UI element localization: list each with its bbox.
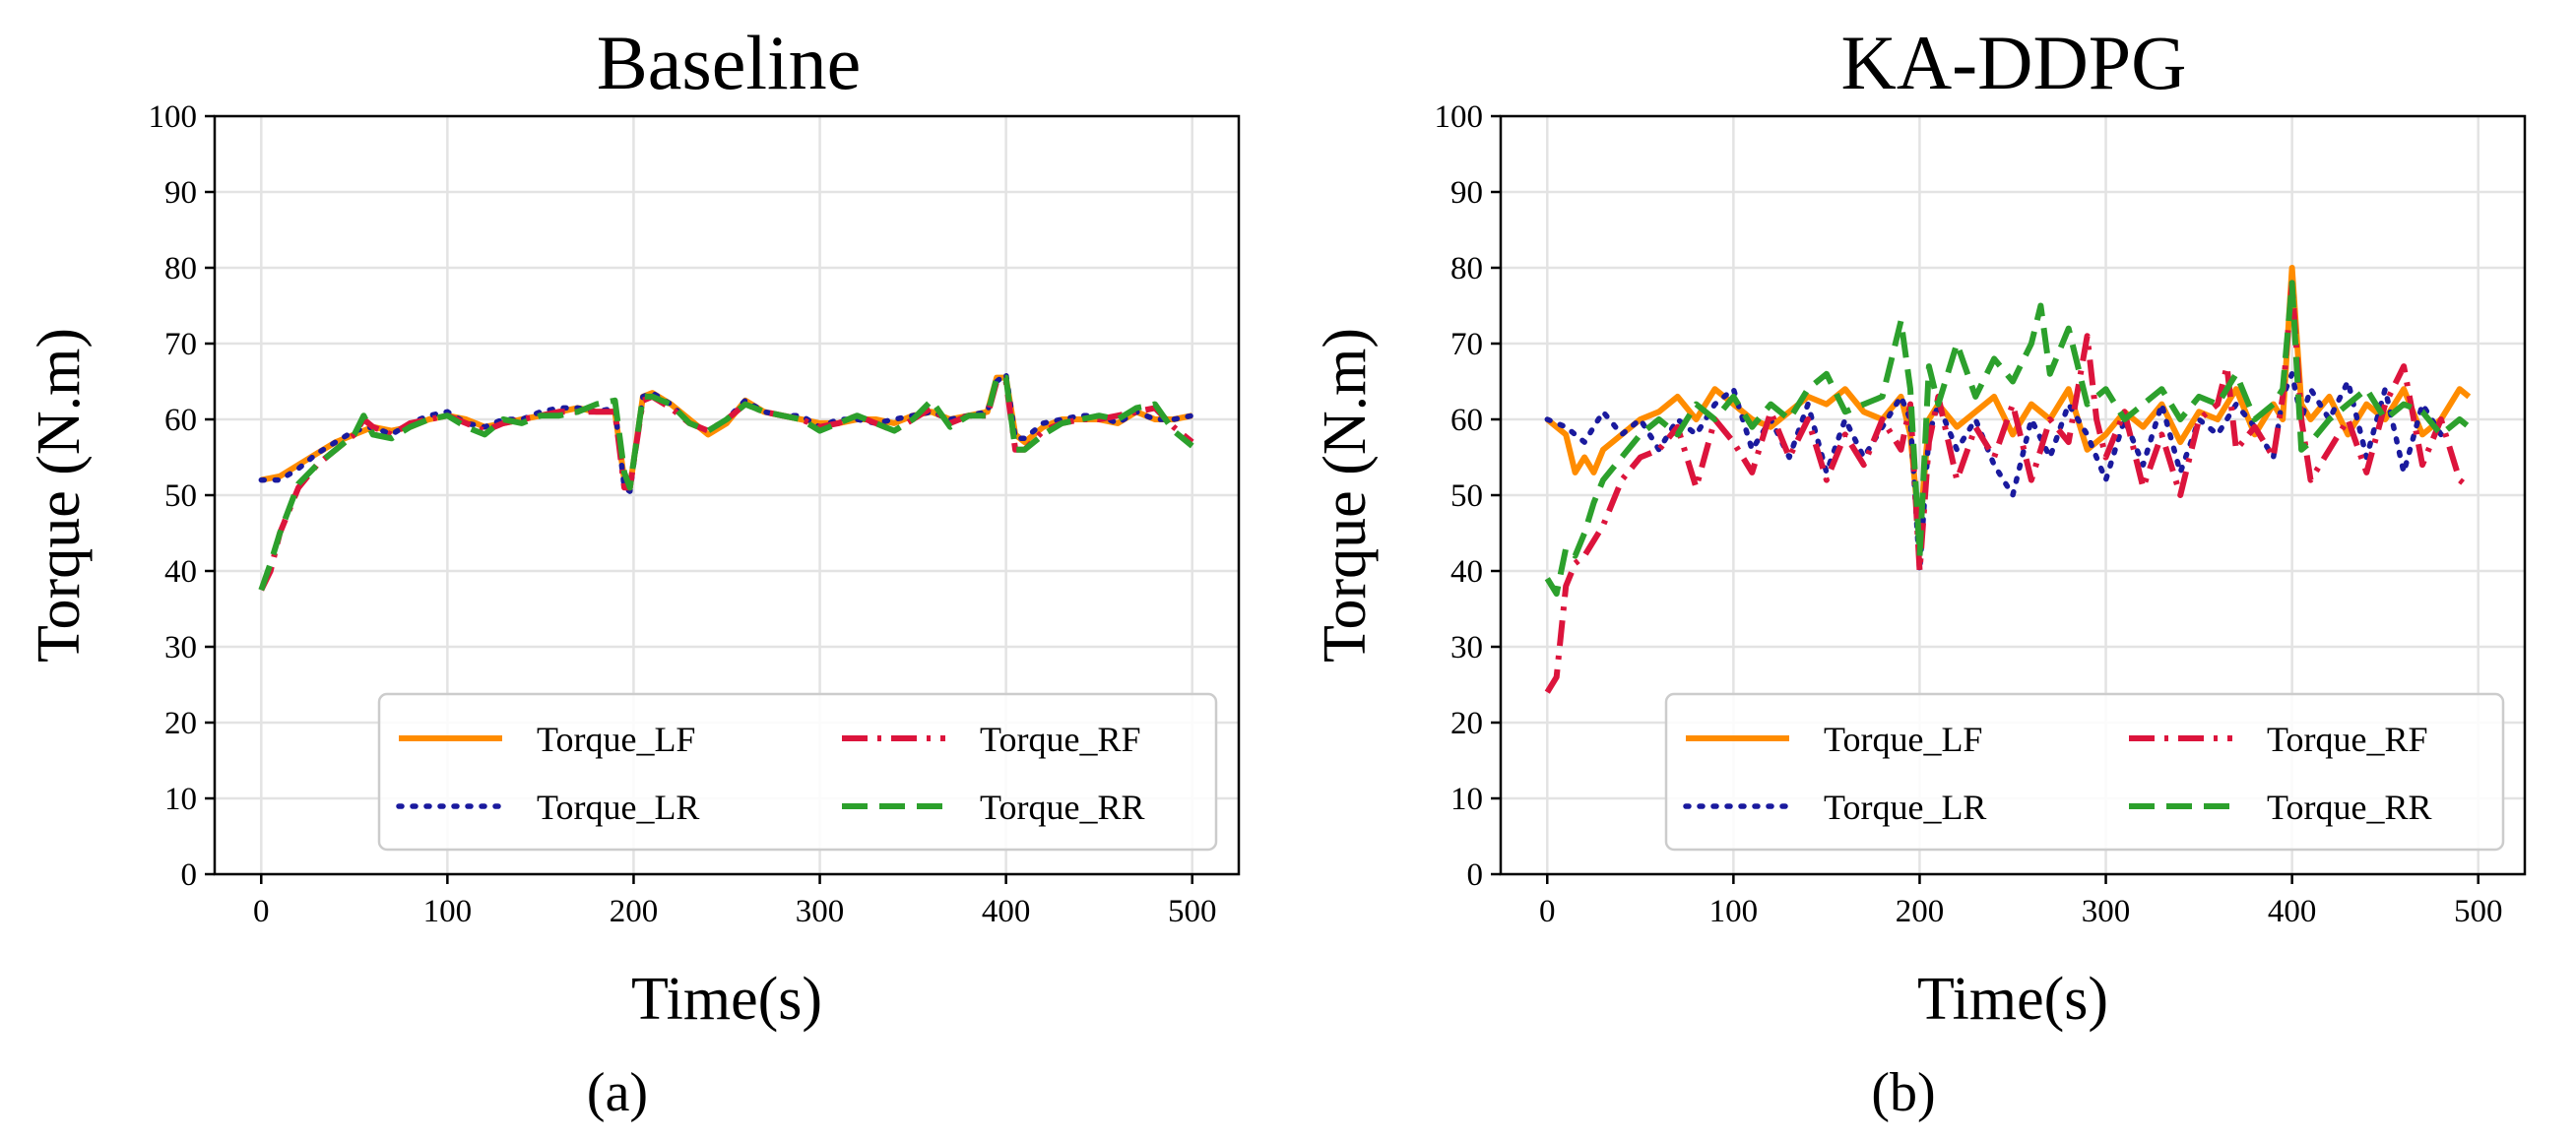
y-axis-label: Torque (N.m) — [26, 328, 93, 663]
chart-panel-ka-ddpg: 0 100 200 300 400 500 0 10 20 30 40 50 60 70 80 90 100 KA… — [1312, 20, 2527, 1033]
x-tick-label: 200 — [610, 894, 659, 929]
y-tick-label: 40 — [164, 554, 197, 590]
x-tick-label: 200 — [1896, 894, 1945, 929]
legend-label-torque-rf: Torque_RF — [980, 720, 1140, 759]
legend-label-torque-rr: Torque_RR — [2267, 788, 2431, 827]
panel-label-b: (b) — [1871, 1062, 1935, 1123]
legend-label-torque-lr: Torque_LR — [537, 788, 699, 827]
y-tick-label: 0 — [1467, 857, 1484, 893]
y-tick-label: 20 — [1450, 706, 1483, 741]
legend: Torque_LF Torque_LR Torque_RF Torque_RR — [1664, 692, 2505, 852]
y-tick-label: 90 — [1450, 175, 1483, 211]
x-tick-label: 500 — [1168, 894, 1217, 929]
x-tick-label: 300 — [2082, 894, 2131, 929]
y-tick-label: 60 — [1450, 403, 1483, 438]
y-tick-label: 40 — [1450, 554, 1483, 590]
legend-box — [377, 692, 1218, 852]
y-tick-label: 80 — [164, 251, 197, 286]
x-tick-label: 0 — [253, 894, 270, 929]
series-line-torque-lr — [258, 371, 1195, 494]
legend-label-torque-lf: Torque_LF — [1824, 720, 1982, 759]
y-tick-label: 100 — [149, 99, 198, 135]
series-line-torque-lf — [1545, 265, 2472, 537]
y-tick-label: 30 — [1450, 630, 1483, 665]
series-line-torque-rr — [1544, 280, 2472, 598]
series-line-torque-rf — [1544, 280, 2472, 694]
y-tick-label: 70 — [164, 327, 197, 362]
legend: Torque_LF Torque_LR Torque_RF Torque_RR — [377, 692, 1218, 852]
x-axis-label: Time(s) — [631, 966, 822, 1033]
legend-label-torque-lr: Torque_LR — [1824, 788, 1986, 827]
legend-label-torque-rf: Torque_RF — [2267, 720, 2427, 759]
y-tick-label: 90 — [164, 175, 197, 211]
x-tick-label: 100 — [1709, 894, 1759, 929]
y-tick-label: 50 — [164, 478, 197, 514]
x-tick-label: 400 — [2268, 894, 2317, 929]
x-tick-label: 400 — [982, 894, 1031, 929]
y-tick-label: 30 — [164, 630, 197, 665]
y-tick-label: 10 — [1450, 782, 1483, 817]
series-line-torque-lr — [1544, 371, 2473, 574]
panel-label-a: (a) — [587, 1062, 648, 1123]
y-tick-label: 80 — [1450, 251, 1483, 286]
legend-label-torque-rr: Torque_RR — [980, 788, 1144, 827]
y-tick-label: 60 — [164, 403, 197, 438]
y-axis-label: Torque (N.m) — [1312, 328, 1379, 663]
legend-label-torque-lf: Torque_LF — [537, 720, 695, 759]
y-tick-label: 10 — [164, 782, 197, 817]
y-tick-label: 50 — [1450, 478, 1483, 514]
x-tick-label: 0 — [1539, 894, 1556, 929]
series-line-torque-rr — [258, 374, 1194, 592]
chart-title-baseline: Baseline — [597, 20, 862, 105]
series-line-torque-lf — [260, 374, 1193, 491]
y-tick-label: 0 — [181, 857, 198, 893]
x-tick-label: 100 — [423, 894, 473, 929]
y-tick-label: 20 — [164, 706, 197, 741]
x-tick-label: 500 — [2454, 894, 2503, 929]
x-axis-label: Time(s) — [1917, 966, 2108, 1033]
y-tick-label: 100 — [1435, 99, 1484, 135]
y-tick-label: 70 — [1450, 327, 1483, 362]
series-line-torque-rf — [258, 378, 1194, 592]
chart-title-ka-ddpg: KA-DDPG — [1841, 20, 2187, 105]
legend-box — [1664, 692, 2505, 852]
x-tick-label: 300 — [796, 894, 845, 929]
chart-panel-baseline: 0 100 200 300 400 500 0 10 20 30 40 50 60 70 80 90 100 Ba… — [26, 20, 1241, 1033]
